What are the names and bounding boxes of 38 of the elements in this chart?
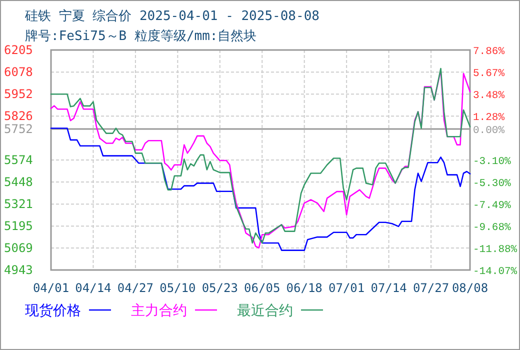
y2-tick-label: 7.86% bbox=[473, 46, 506, 58]
y2-tick-label: 3.48% bbox=[473, 90, 506, 102]
x-tick-label: 08/08 bbox=[452, 281, 488, 295]
x-tick-label: 07/27 bbox=[412, 281, 450, 295]
y-tick-label: 5826 bbox=[4, 109, 33, 124]
y2-tick-label: -14.07% bbox=[473, 266, 518, 278]
y-tick-label: 4943 bbox=[4, 263, 33, 277]
x-tick-label: 07/01 bbox=[328, 281, 365, 295]
x-tick-label: 07/14 bbox=[370, 281, 407, 295]
y2-tick-label: 5.67% bbox=[473, 68, 506, 80]
x-tick-label: 06/05 bbox=[244, 281, 280, 295]
y-tick-label: 5574 bbox=[4, 153, 33, 167]
y2-tick-label: -3.10% bbox=[473, 156, 512, 168]
chart-subtitle: 牌号:FeSi75～B 粒度等级/mm:自然块 bbox=[25, 28, 257, 44]
y2-tick-label: -9.68% bbox=[473, 222, 512, 234]
legend-label: 最近合约 bbox=[237, 303, 293, 319]
y-tick-label: 5752 bbox=[4, 122, 33, 136]
y2-tick-label: 1.28% bbox=[473, 112, 506, 124]
x-tick-label: 04/14 bbox=[75, 281, 112, 295]
y-tick-label: 5195 bbox=[4, 219, 33, 234]
y-tick-label: 6205 bbox=[4, 43, 33, 57]
y-tick-label: 6078 bbox=[4, 65, 33, 80]
y-tick-label: 5952 bbox=[4, 87, 33, 102]
y-tick-label: 5321 bbox=[4, 197, 33, 212]
chart-title: 硅铁 宁夏 综合价 2025-04-01 - 2025-08-08 bbox=[24, 8, 320, 24]
x-tick-label: 06/18 bbox=[286, 281, 322, 295]
x-tick-label: 04/01 bbox=[32, 281, 70, 295]
y-tick-label: 5448 bbox=[4, 174, 33, 189]
legend-label: 现货价格 bbox=[25, 303, 81, 319]
y2-tick-label: -7.49% bbox=[473, 200, 512, 212]
y2-tick-label: -5.30% bbox=[473, 178, 512, 190]
legend-label: 主力合约 bbox=[131, 303, 187, 319]
y2-tick-label: 0.00% bbox=[473, 124, 506, 137]
x-tick-label: 05/23 bbox=[202, 281, 238, 295]
x-tick-label: 05/10 bbox=[160, 281, 196, 295]
x-tick-label: 04/27 bbox=[117, 281, 154, 295]
y2-tick-label: -11.88% bbox=[473, 244, 518, 256]
y-tick-label: 5069 bbox=[4, 241, 33, 256]
